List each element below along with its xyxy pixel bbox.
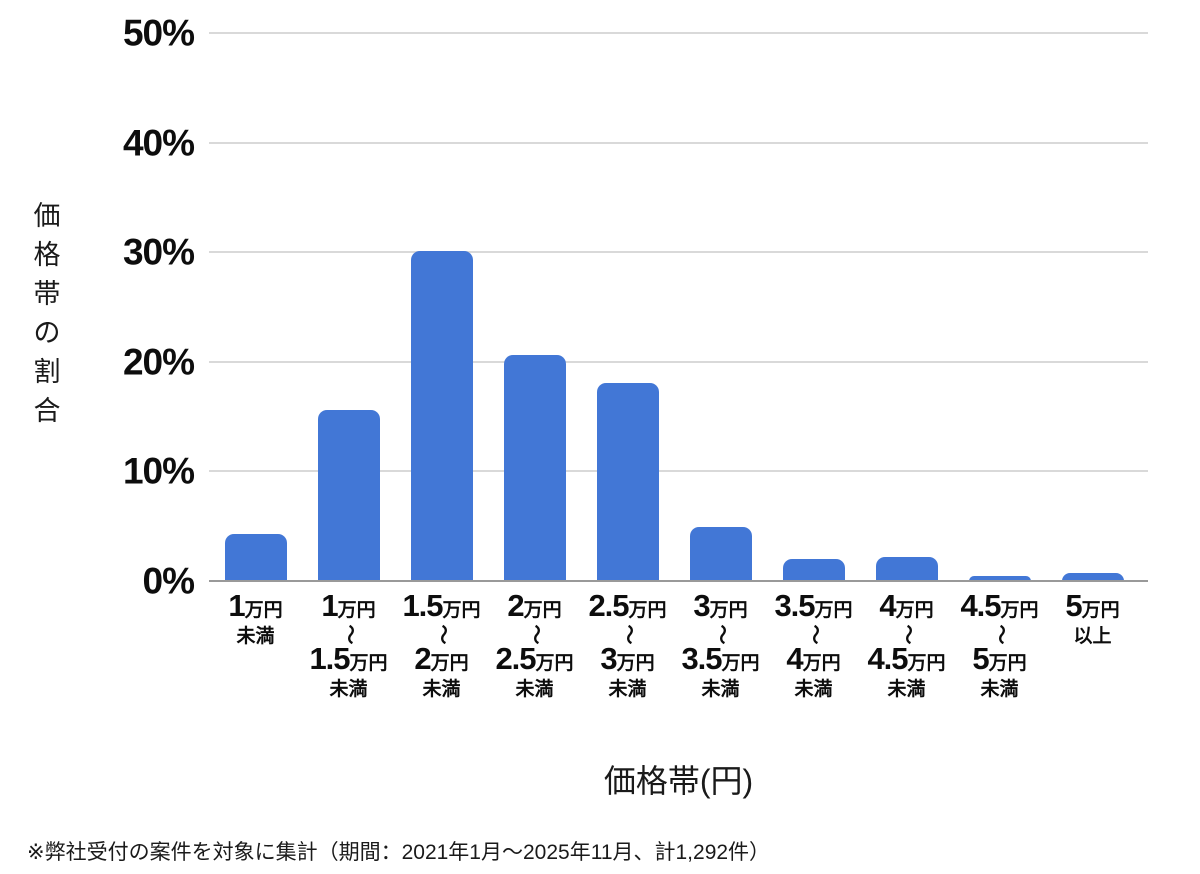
y-axis-title-char: 合 [33,396,61,426]
y-axis-title-char: 割 [33,357,61,387]
gridline-10 [209,470,1148,473]
bar-2 [317,410,380,581]
x-tick-range-end: 2.5万円 [495,641,574,676]
y-tick-label-20: 20% [122,341,195,383]
x-tick-label-4: 2万円〜 2.5万円 未満 [488,588,581,700]
x-tick-range-end: 3.5万円 [681,641,760,676]
x-tick-range-start: 1万円 [321,588,376,623]
y-tick-label-10: 10% [122,450,195,492]
x-tick-note: 未満 [329,679,368,700]
bar-6 [689,527,752,581]
x-tick-note: 未満 [794,679,833,700]
bar-4 [503,355,566,581]
x-tick-range-end: 3万円 [600,641,655,676]
x-tick-note: 未満 [980,679,1019,700]
x-tick-range-start: 5万円 [1065,588,1120,623]
x-tick-note: 未満 [608,679,647,700]
x-tick-range-start: 4万円 [879,588,934,623]
bar-1 [224,533,287,581]
x-tick-label-9: 4.5万円〜 5万円未満 [953,588,1046,700]
x-tick-range-end: 2万円 [414,641,469,676]
x-tick-range-start: 2.5万円 [588,588,667,623]
bar-3 [410,251,473,581]
bar-slot-6 [674,33,767,581]
x-tick-range-start: 4.5万円 [960,588,1039,623]
bars-container [209,33,1139,581]
x-tick-range-end: 4万円 [786,641,841,676]
y-axis-title-char: 帯 [33,279,61,309]
y-axis-title-char: の [33,318,61,348]
x-tick-note: 未満 [236,626,275,647]
bar-slot-5 [581,33,674,581]
y-axis-title: 価格帯の割合 [30,197,64,431]
x-tick-range-end: 1.5万円 [309,641,388,676]
y-tick-label-40: 40% [122,122,195,164]
y-axis-title-char: 価 [33,201,61,231]
wave-dash: 〜 [617,624,639,645]
footnote: ※弊社受付の案件を対象に集計（期間：2021年1月〜2025年11月、計1,29… [27,841,771,864]
bar-slot-7 [767,33,860,581]
bar-slot-8 [860,33,953,581]
wave-dash: 〜 [989,624,1011,645]
x-axis-title: 価格帯(円) [603,763,754,799]
x-tick-note: 未満 [515,679,554,700]
bar-10 [1061,573,1124,581]
bar-8 [875,556,938,581]
y-tick-label-30: 30% [122,231,195,273]
x-tick-range-start: 2万円 [507,588,562,623]
bar-slot-10 [1046,33,1139,581]
wave-dash: 〜 [431,624,453,645]
x-tick-label-5: 2.5万円〜 3万円未満 [581,588,674,700]
y-tick-label-0: 0% [142,560,195,602]
gridline-50 [209,32,1148,34]
x-tick-label-7: 3.5万円〜 4万円未満 [767,588,860,700]
x-tick-label-2: 1万円〜 1.5万円 未満 [302,588,395,700]
bar-slot-4 [488,33,581,581]
x-tick-range-start: 3.5万円 [774,588,853,623]
bar-7 [782,559,845,581]
bar-9 [968,575,1031,581]
x-tick-note: 未満 [701,679,740,700]
y-tick-label-50: 50% [122,12,195,54]
x-tick-note: 未満 [422,679,461,700]
bar-slot-1 [209,33,302,581]
x-tick-label-8: 4万円〜 4.5万円 未満 [860,588,953,700]
x-tick-label-6: 3万円〜 3.5万円 未満 [674,588,767,700]
x-tick-range-start: 1.5万円 [402,588,481,623]
x-tick-range-start: 3万円 [693,588,748,623]
x-tick-range-end: 5万円 [972,641,1027,676]
x-tick-note: 未満 [887,679,926,700]
x-tick-range-start: 1万円 [228,588,283,623]
bar-5 [596,382,659,581]
x-axis-baseline [209,580,1148,582]
gridline-40 [209,141,1148,144]
gridline-30 [209,251,1148,254]
wave-dash: 〜 [803,624,825,645]
bar-slot-3 [395,33,488,581]
plot-area: 0% 10% 20% 30% 40% 50% [123,15,1148,600]
x-tick-label-1: 1万円未満 [209,588,302,647]
x-axis-labels: 1万円 未満 1万円〜 1.5万円 未満 1.5万円〜 2万円 未満 2万円〜 2.5万円 未満 2.… [209,588,1139,700]
x-tick-label-10: 5万円以上 [1046,588,1139,647]
bar-slot-2 [302,33,395,581]
y-axis-title-char: 格 [33,240,61,270]
x-tick-note: 以上 [1073,626,1112,647]
bar-slot-9 [953,33,1046,581]
gridline-20 [209,360,1148,363]
x-tick-range-end: 4.5万円 [867,641,946,676]
x-tick-label-3: 1.5万円〜 2万円未満 [395,588,488,700]
